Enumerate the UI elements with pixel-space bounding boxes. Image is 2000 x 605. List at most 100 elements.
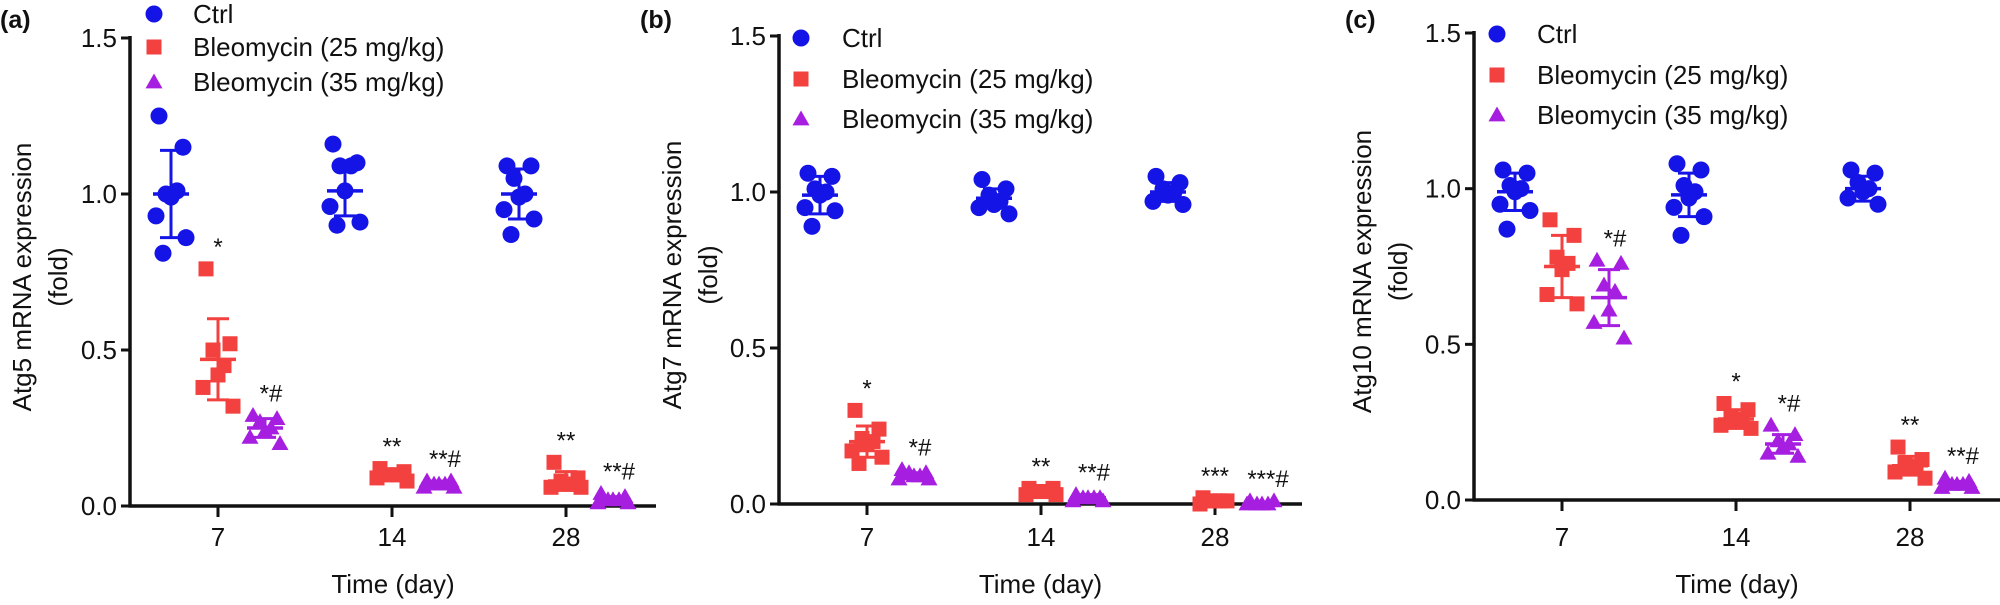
legend-item: Bleomycin (25 mg/kg) bbox=[146, 32, 444, 62]
data-point bbox=[1887, 464, 1903, 480]
chart-panel-c: (c) 0.0 0.5 1.0 1.5 7 14 28 Time (day) Atg10 mRNA… bbox=[1345, 6, 2000, 599]
data-point bbox=[1665, 198, 1683, 216]
data-group: * bbox=[195, 234, 241, 414]
data-point bbox=[803, 217, 821, 235]
data-point bbox=[225, 398, 241, 414]
data-point bbox=[1759, 444, 1777, 460]
data-point bbox=[796, 199, 814, 217]
data-group bbox=[495, 157, 543, 244]
x-axis-title: Time (day) bbox=[331, 569, 454, 599]
legend-circle-marker bbox=[145, 5, 163, 23]
significance-label: ** bbox=[557, 427, 576, 454]
data-point bbox=[1869, 195, 1887, 213]
data-point bbox=[1866, 164, 1884, 182]
panel-label: (c) bbox=[1345, 6, 1376, 34]
data-point bbox=[150, 107, 168, 125]
y-axis-title: Atg5 mRNA expression bbox=[7, 143, 37, 412]
legend-square-marker bbox=[146, 39, 162, 55]
data-group: * bbox=[844, 375, 890, 471]
data-point bbox=[1839, 189, 1857, 207]
data-group: ** bbox=[369, 434, 415, 489]
data-point bbox=[222, 336, 238, 352]
data-point bbox=[1716, 395, 1732, 411]
data-point bbox=[1498, 220, 1516, 238]
significance-label: * bbox=[213, 234, 222, 261]
data-group: **# bbox=[1064, 460, 1112, 508]
significance-label: *# bbox=[1604, 225, 1627, 252]
data-point bbox=[844, 443, 860, 459]
data-point bbox=[268, 410, 286, 426]
data-point bbox=[445, 478, 463, 494]
data-point bbox=[1762, 416, 1780, 432]
data-point bbox=[1933, 479, 1951, 494]
data-point bbox=[1606, 282, 1624, 298]
legend-item: Bleomycin (25 mg/kg) bbox=[793, 64, 1093, 94]
legend-item: Bleomycin (35 mg/kg) bbox=[145, 67, 444, 97]
y-tick-label: 0.5 bbox=[1425, 329, 1461, 359]
significance-label: ** bbox=[383, 434, 402, 461]
data-point bbox=[573, 479, 589, 495]
data-point bbox=[1743, 420, 1759, 436]
chart-panel-a: (a) 0.0 0.5 1.0 1.5 7 14 28 Time (day) Atg5 mRNA … bbox=[0, 0, 656, 599]
x-tick-label: 28 bbox=[552, 522, 581, 552]
data-point bbox=[1692, 161, 1710, 179]
legend-label: Bleomycin (35 mg/kg) bbox=[1537, 100, 1788, 130]
x-tick-label: 7 bbox=[1555, 522, 1569, 552]
y-tick-label: 0.0 bbox=[1425, 485, 1461, 515]
legend-item: Bleomycin (35 mg/kg) bbox=[792, 104, 1093, 134]
y-tick-label: 1.5 bbox=[81, 23, 117, 53]
data-group bbox=[147, 107, 195, 262]
data-point bbox=[851, 455, 867, 471]
data-group: **# bbox=[1933, 443, 1981, 494]
y-tick-label: 1.5 bbox=[730, 21, 766, 51]
significance-label: ***# bbox=[1247, 466, 1289, 493]
significance-label: *** bbox=[1201, 463, 1229, 490]
legend-label: Ctrl bbox=[193, 0, 233, 29]
data-point bbox=[328, 216, 346, 234]
significance-label: *# bbox=[909, 435, 932, 462]
legend-label: Bleomycin (25 mg/kg) bbox=[1537, 60, 1788, 90]
legend-triangle-marker bbox=[792, 110, 810, 126]
y-tick-label: 0.0 bbox=[730, 489, 766, 519]
y-tick-label: 1.0 bbox=[1425, 174, 1461, 204]
panel-label: (b) bbox=[640, 6, 672, 34]
data-point bbox=[174, 138, 192, 156]
y-axis-title: (fold) bbox=[1383, 242, 1413, 301]
data-point bbox=[241, 428, 259, 444]
legend-label: Bleomycin (35 mg/kg) bbox=[193, 67, 444, 97]
data-point bbox=[1494, 161, 1512, 179]
data-point bbox=[271, 435, 289, 450]
legend-triangle-marker bbox=[145, 73, 163, 89]
data-group bbox=[1539, 212, 1585, 312]
significance-label: * bbox=[862, 375, 871, 402]
data-point bbox=[415, 478, 433, 494]
data-point bbox=[1695, 208, 1713, 226]
data-point bbox=[195, 379, 211, 395]
data-point bbox=[874, 449, 890, 465]
data-point bbox=[1672, 226, 1690, 244]
data-group bbox=[1144, 167, 1192, 213]
data-point bbox=[1713, 417, 1729, 433]
legend-item: Bleomycin (25 mg/kg) bbox=[1489, 60, 1788, 90]
data-point bbox=[970, 199, 988, 217]
data-point bbox=[1000, 205, 1018, 223]
data-group bbox=[1665, 155, 1713, 244]
legend-square-marker bbox=[1489, 67, 1505, 83]
significance-label: ** bbox=[1032, 453, 1051, 480]
data-point bbox=[351, 213, 369, 231]
data-group: *# bbox=[890, 435, 938, 486]
data-point bbox=[546, 454, 562, 470]
data-group: *# bbox=[241, 381, 289, 450]
data-point bbox=[799, 164, 817, 182]
data-point bbox=[1064, 492, 1082, 508]
x-tick-label: 7 bbox=[860, 522, 874, 552]
data-group: ** bbox=[1018, 453, 1064, 503]
legend-label: Ctrl bbox=[1537, 19, 1577, 49]
data-group: *** bbox=[1192, 463, 1235, 512]
data-group bbox=[796, 164, 844, 235]
y-tick-label: 0.0 bbox=[81, 491, 117, 521]
data-point bbox=[543, 479, 559, 495]
data-point bbox=[920, 470, 938, 486]
data-point bbox=[1521, 201, 1539, 219]
